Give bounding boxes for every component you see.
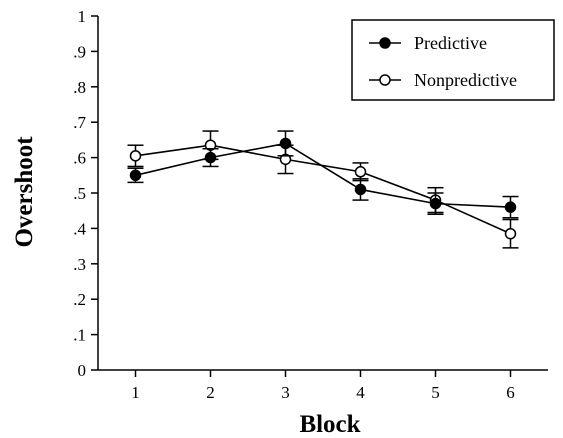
data-point xyxy=(504,227,517,240)
data-point xyxy=(279,137,292,150)
series-nonpredictive xyxy=(127,130,519,249)
legend-label-predictive: Predictive xyxy=(414,33,487,53)
y-tick-label: .7 xyxy=(73,113,86,132)
data-point xyxy=(129,150,142,162)
series-line-nonpredictive xyxy=(135,144,511,235)
legend-marker-predictive xyxy=(379,37,391,49)
data-point xyxy=(429,197,442,210)
data-point xyxy=(129,169,142,182)
x-tick-label: 1 xyxy=(131,383,140,402)
y-tick-label: .2 xyxy=(73,290,86,309)
series-layer xyxy=(127,130,519,249)
y-axis-title: Overshoot xyxy=(11,136,38,248)
data-point xyxy=(354,183,367,196)
y-tick-label: .8 xyxy=(73,78,86,97)
ticks: 0 .1 .2 .3 .4 .5 .6 .7 .8 .9 1 1 2 3 4 5 6 xyxy=(73,7,515,402)
y-tick-label: .1 xyxy=(73,326,86,345)
data-point xyxy=(504,201,517,213)
series-line-predictive xyxy=(135,142,511,208)
series-predictive xyxy=(127,130,519,219)
data-point xyxy=(204,151,217,164)
y-tick-label: 0 xyxy=(78,361,87,380)
x-tick-label: 6 xyxy=(506,383,515,402)
x-tick-label: 5 xyxy=(431,383,440,402)
legend-label-nonpredictive: Nonpredictive xyxy=(414,70,517,90)
data-point xyxy=(354,166,367,178)
y-tick-label: .6 xyxy=(73,149,86,168)
legend-marker-nonpredictive xyxy=(379,74,391,86)
x-tick-label: 4 xyxy=(356,383,365,402)
legend-box xyxy=(351,19,555,101)
y-tick-label: 1 xyxy=(78,7,87,26)
legend: Predictive Nonpredictive xyxy=(351,19,555,101)
x-tick-label: 2 xyxy=(206,383,215,402)
y-tick-label: .4 xyxy=(73,219,86,238)
y-tick-label: .9 xyxy=(73,42,86,61)
y-tick-label: .3 xyxy=(73,255,86,274)
x-axis-title: Block xyxy=(299,411,360,438)
x-tick-label: 3 xyxy=(281,383,290,402)
y-tick-label: .5 xyxy=(73,184,86,203)
